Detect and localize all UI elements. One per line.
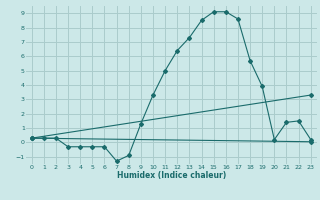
X-axis label: Humidex (Indice chaleur): Humidex (Indice chaleur)	[116, 171, 226, 180]
